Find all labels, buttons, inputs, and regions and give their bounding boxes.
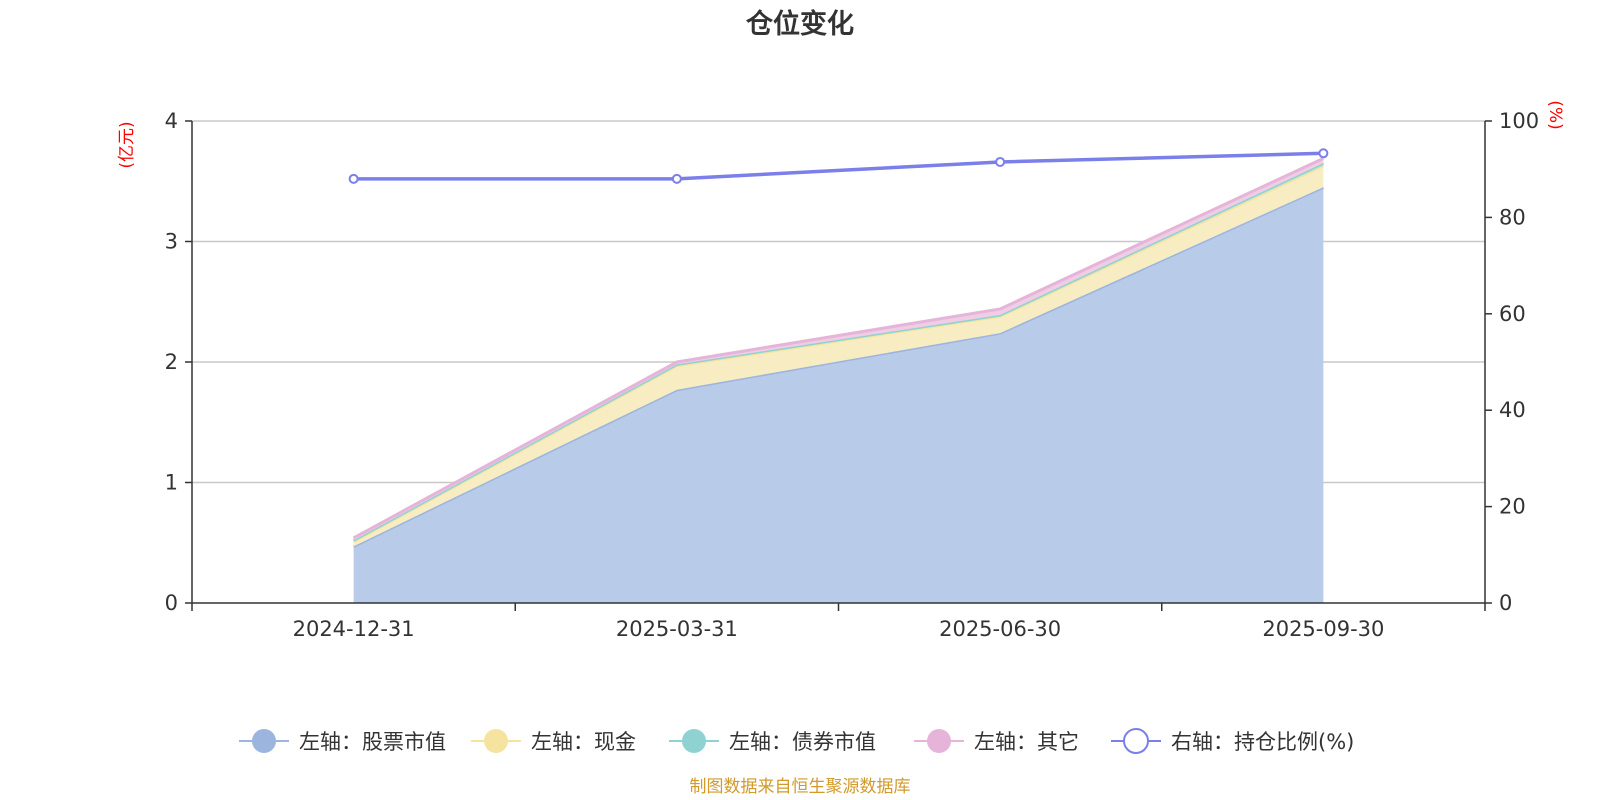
ratio-point-1[interactable] xyxy=(671,173,682,184)
ratio-point-0[interactable] xyxy=(348,173,359,184)
right-tick-label-5: 100 xyxy=(1499,109,1539,133)
legend-item-1[interactable]: 左轴：现金 xyxy=(471,729,636,754)
legend-label-0: 左轴：股票市值 xyxy=(299,730,446,754)
area-fill-1 xyxy=(353,165,1324,547)
ratio-line-path xyxy=(353,151,1324,181)
area-fill-0 xyxy=(353,187,1324,603)
right-tick-label-3: 60 xyxy=(1499,302,1526,326)
right-axis-unit: (%) xyxy=(1545,100,1565,129)
legend-marker-2 xyxy=(682,729,706,753)
chart-title: 仓位变化 xyxy=(745,8,854,40)
x-tick-label-1: 2025-03-31 xyxy=(616,617,738,641)
legend-item-0[interactable]: 左轴：股票市值 xyxy=(239,729,446,754)
ratio-line-series[interactable] xyxy=(348,148,1329,184)
right-tick-label-0: 0 xyxy=(1499,591,1512,615)
left-tick-label-1: 1 xyxy=(165,471,178,495)
right-tick-label-2: 40 xyxy=(1499,398,1526,422)
left-tick-label-2: 2 xyxy=(165,350,178,374)
ratio-point-2[interactable] xyxy=(995,156,1006,167)
legend-label-4: 右轴：持仓比例(%) xyxy=(1171,730,1354,754)
x-tick-label-3: 2025-09-30 xyxy=(1262,617,1384,641)
legend-item-2[interactable]: 左轴：债券市值 xyxy=(669,729,876,754)
ratio-point-3[interactable] xyxy=(1318,148,1329,159)
x-tick-label-2: 2025-06-30 xyxy=(939,617,1061,641)
left-axis-unit: (亿元) xyxy=(117,121,137,168)
legend-item-4[interactable]: 右轴：持仓比例(%) xyxy=(1111,728,1354,754)
legend-label-1: 左轴：现金 xyxy=(531,730,636,754)
legend-label-2: 左轴：债券市值 xyxy=(729,730,876,754)
area-series xyxy=(352,156,1325,603)
x-tick-label-0: 2024-12-31 xyxy=(293,617,415,641)
right-tick-label-1: 20 xyxy=(1499,495,1526,519)
area-line-0 xyxy=(352,185,1324,548)
data-source-note: 制图数据来自恒生聚源数据库 xyxy=(690,777,911,797)
area-line-3 xyxy=(352,156,1325,540)
right-tick-label-4: 80 xyxy=(1499,205,1526,229)
legend: 左轴：股票市值 左轴：现金 左轴：债券市值 左轴：其它 右轴：持仓比例(%) xyxy=(239,728,1354,754)
legend-marker-4 xyxy=(1123,728,1149,754)
legend-marker-0 xyxy=(252,729,276,753)
legend-label-3: 左轴：其它 xyxy=(974,730,1079,754)
legend-item-3[interactable]: 左轴：其它 xyxy=(914,729,1079,754)
left-tick-label-0: 0 xyxy=(165,591,178,615)
left-tick-label-3: 3 xyxy=(165,230,178,254)
left-tick-label-4: 4 xyxy=(165,109,178,133)
legend-marker-1 xyxy=(484,729,508,753)
legend-marker-3 xyxy=(927,729,951,753)
